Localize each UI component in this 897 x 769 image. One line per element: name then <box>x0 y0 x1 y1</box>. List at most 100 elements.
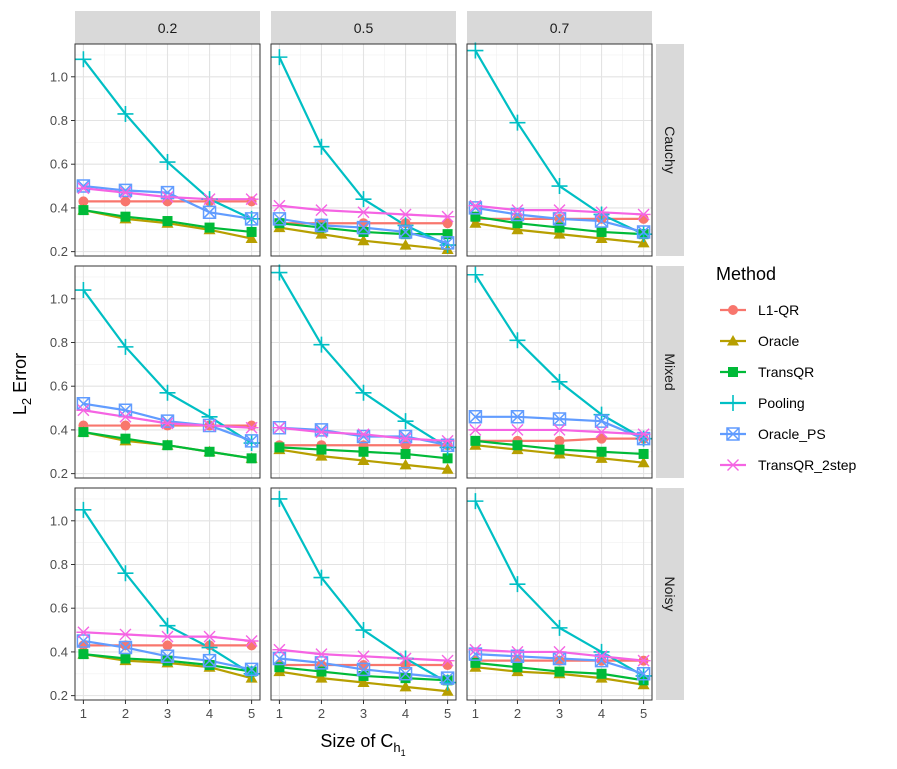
data-point-oracle <box>357 234 370 246</box>
data-point-l1-qr <box>246 196 257 207</box>
column-strip-bg <box>75 11 260 44</box>
xlabel-main: Size of C <box>320 731 393 751</box>
y-tick-label: 0.6 <box>50 157 68 172</box>
legend-label: Oracle <box>758 333 799 349</box>
data-point-transqr <box>400 673 411 684</box>
row-strip-bg <box>656 488 684 700</box>
data-point-transqr-2step <box>272 421 287 434</box>
data-point-oracle <box>315 672 328 683</box>
row-strip-0: Cauchy <box>656 44 684 256</box>
ylabel-sub: 2 <box>19 398 34 405</box>
legend-key-marker <box>726 459 740 471</box>
column-strip-bg <box>271 11 456 44</box>
data-point-pooling <box>355 191 372 208</box>
data-point-oracle-ps <box>636 667 651 681</box>
data-point-oracle-ps <box>314 218 329 233</box>
x-tick-label: 5 <box>640 706 647 721</box>
data-point-pooling <box>159 384 176 401</box>
data-point-transqr-2step <box>244 634 259 647</box>
data-point-oracle-ps <box>594 414 609 428</box>
data-point-transqr-2step <box>398 652 413 665</box>
data-point-transqr <box>512 662 523 673</box>
data-point-pooling <box>117 105 134 122</box>
y-tick-label: 0.8 <box>50 335 68 350</box>
data-point-oracle <box>315 450 328 461</box>
data-point-transqr <box>358 446 369 457</box>
y-tick-label: 0.8 <box>50 557 68 572</box>
data-point-transqr <box>162 655 173 666</box>
data-point-oracle-ps <box>202 205 217 220</box>
data-point-pooling <box>467 42 484 59</box>
data-point-transqr-2step <box>160 417 175 430</box>
data-point-transqr <box>554 222 565 233</box>
data-point-transqr-2step <box>510 645 525 658</box>
panel-border <box>466 43 653 257</box>
y-tick-label: 1.0 <box>50 69 68 84</box>
data-point-transqr-2step <box>76 404 91 417</box>
data-point-transqr-2step <box>160 630 175 643</box>
data-point-oracle-ps <box>440 236 455 250</box>
data-point-l1-qr <box>78 196 89 207</box>
data-point-transqr <box>554 444 565 455</box>
data-point-transqr-2step <box>202 193 217 206</box>
data-point-transqr <box>78 649 89 660</box>
x-tick-label: 1 <box>80 706 87 721</box>
data-point-transqr <box>512 218 523 229</box>
data-point-oracle <box>637 456 650 468</box>
data-point-transqr-2step <box>76 182 91 195</box>
data-point-transqr <box>162 216 173 227</box>
data-point-transqr <box>470 211 481 222</box>
y-tick-label: 0.2 <box>50 688 68 703</box>
data-point-oracle-ps <box>440 671 455 685</box>
column-strip-label: 0.2 <box>158 20 178 36</box>
data-point-transqr-2step <box>314 426 329 439</box>
data-point-transqr-2step <box>440 654 455 667</box>
legend-key-marker <box>728 305 738 315</box>
x-tick-label: 1 <box>472 706 479 721</box>
row-strip-2: Noisy <box>656 488 684 700</box>
data-point-transqr-2step <box>314 204 329 217</box>
data-point-oracle <box>595 232 608 244</box>
legend-label: TransQR_2step <box>758 457 857 473</box>
data-point-transqr-2step <box>594 650 609 663</box>
data-point-transqr-2step <box>636 654 651 667</box>
data-point-transqr-2step <box>118 410 133 423</box>
xlabel-sub: h <box>393 740 400 755</box>
panel-border <box>466 265 653 479</box>
data-point-pooling <box>159 617 176 634</box>
data-point-transqr <box>596 226 607 237</box>
panel-cauchy-0-5 <box>270 43 457 257</box>
x-tick-label: 5 <box>248 706 255 721</box>
data-point-oracle-ps <box>356 220 371 235</box>
data-point-oracle <box>399 680 412 692</box>
data-point-transqr <box>120 211 131 222</box>
panel-border <box>74 265 261 479</box>
data-point-transqr <box>204 222 215 233</box>
data-point-transqr-2step <box>244 193 259 206</box>
data-point-pooling <box>117 338 134 355</box>
legend-item-transqr-2step: TransQR_2step <box>720 457 857 473</box>
panel-noisy-0-7: 1 2 3 4 5 <box>466 487 653 721</box>
x-tick-label: 1 <box>276 706 283 721</box>
ylabel-main: L <box>10 405 30 415</box>
data-point-oracle-ps <box>398 667 413 681</box>
legend-key-marker <box>728 367 738 377</box>
panel-mixed-0-2: 0.2 0.4 0.6 0.8 1.0 <box>50 265 261 481</box>
legend-key-marker <box>725 395 741 411</box>
data-point-transqr <box>204 660 215 671</box>
legend-item-l1-qr: L1-QR <box>720 302 799 318</box>
data-point-oracle <box>399 458 412 470</box>
data-point-l1-qr <box>120 196 131 207</box>
data-point-transqr <box>638 448 649 459</box>
legend: Method L1-QR Oracle TransQR Pooling Oracle_P… <box>716 264 857 473</box>
data-point-oracle <box>245 232 258 244</box>
panel-border <box>270 265 457 479</box>
data-point-transqr <box>470 657 481 668</box>
data-point-transqr <box>316 222 327 233</box>
data-point-pooling <box>75 501 92 518</box>
x-tick-label: 3 <box>556 706 563 721</box>
y-tick-label: 0.2 <box>50 466 68 481</box>
legend-label: L1-QR <box>758 302 799 318</box>
column-strip-label: 0.5 <box>354 20 374 36</box>
data-point-transqr-2step <box>118 628 133 641</box>
